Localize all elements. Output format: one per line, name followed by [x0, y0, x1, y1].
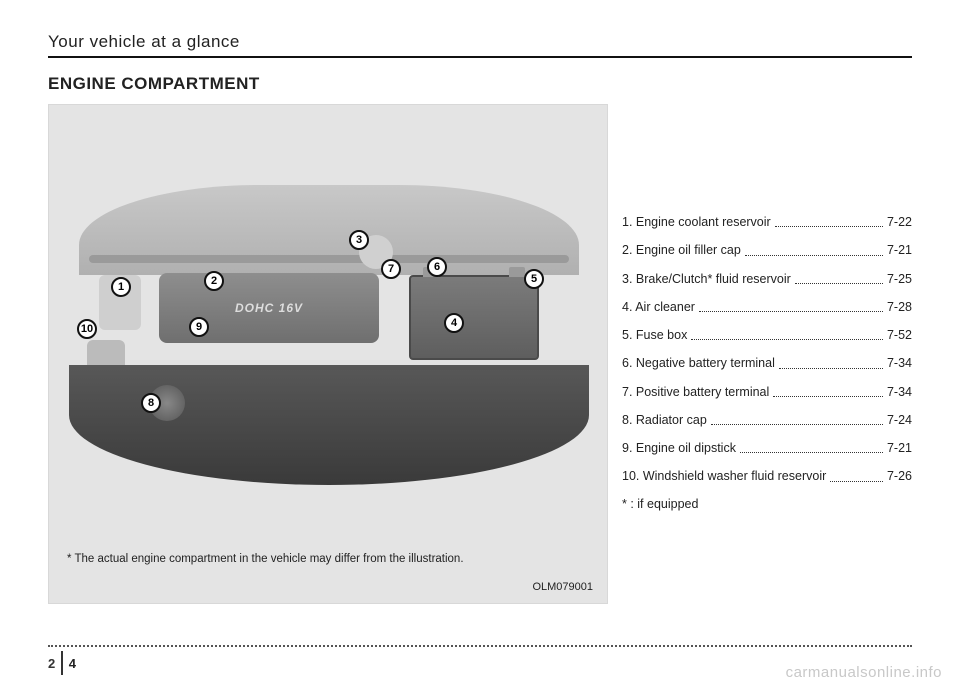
section-title: ENGINE COMPARTMENT — [48, 74, 912, 94]
figure-footnote: * The actual engine compartment in the v… — [67, 553, 464, 565]
list-item-page: 7-34 — [887, 384, 912, 400]
front-shroud-shape — [69, 365, 589, 485]
list-item-page: 7-26 — [887, 468, 912, 484]
parts-list: 1. Engine coolant reservoir 7-22 2. Engine… — [622, 104, 912, 604]
list-item-dots — [699, 299, 883, 312]
list-item-label: 4. Air cleaner — [622, 299, 695, 315]
content-area: DOHC 16V 12345678910 * The actual engine… — [48, 104, 912, 604]
list-item-dots — [795, 271, 883, 284]
callout-7: 7 — [381, 259, 401, 279]
battery-shape — [409, 275, 539, 360]
callout-10: 10 — [77, 319, 97, 339]
callout-8: 8 — [141, 393, 161, 413]
page-footer: 2 4 — [48, 645, 912, 675]
list-item-label: 10. Windshield washer fluid reservoir — [622, 468, 826, 484]
list-item-dots — [830, 468, 883, 481]
page-number: 2 4 — [48, 651, 912, 675]
list-item-page: 7-21 — [887, 242, 912, 258]
list-item-label: 3. Brake/Clutch* fluid reservoir — [622, 271, 791, 287]
callout-2: 2 — [204, 271, 224, 291]
callout-9: 9 — [189, 317, 209, 337]
page-in-chapter: 4 — [69, 656, 76, 671]
chapter-number: 2 — [48, 656, 55, 671]
list-item: 1. Engine coolant reservoir 7-22 — [622, 214, 912, 230]
page-header: Your vehicle at a glance — [48, 32, 912, 58]
list-item: 3. Brake/Clutch* fluid reservoir 7-25 — [622, 271, 912, 287]
engine-bay-illustration: DOHC 16V — [69, 205, 589, 475]
list-item-dots — [773, 384, 883, 397]
manual-page: Your vehicle at a glance ENGINE COMPARTM… — [0, 0, 960, 689]
list-item-label: 8. Radiator cap — [622, 412, 707, 428]
engine-figure: DOHC 16V 12345678910 * The actual engine… — [48, 104, 608, 604]
watermark-text: carmanualsonline.info — [786, 664, 942, 681]
list-item-dots — [711, 412, 883, 425]
figure-code: OLM079001 — [532, 581, 593, 593]
callout-3: 3 — [349, 230, 369, 250]
page-divider — [61, 651, 63, 675]
list-item: 4. Air cleaner 7-28 — [622, 299, 912, 315]
list-item: 9. Engine oil dipstick 7-21 — [622, 440, 912, 456]
list-item-label: 7. Positive battery terminal — [622, 384, 769, 400]
callout-1: 1 — [111, 277, 131, 297]
callout-4: 4 — [444, 313, 464, 333]
list-item: 10. Windshield washer fluid reservoir 7-2… — [622, 468, 912, 484]
list-item-dots — [779, 355, 883, 368]
callout-6: 6 — [427, 257, 447, 277]
list-item-page: 7-52 — [887, 327, 912, 343]
strut-bar-shape — [89, 255, 569, 263]
list-item: 2. Engine oil filler cap 7-21 — [622, 242, 912, 258]
list-item: 7. Positive battery terminal 7-34 — [622, 384, 912, 400]
callout-5: 5 — [524, 269, 544, 289]
list-item-page: 7-21 — [887, 440, 912, 456]
list-item-label: 6. Negative battery terminal — [622, 355, 775, 371]
list-item-label: 2. Engine oil filler cap — [622, 242, 741, 258]
list-item: 8. Radiator cap 7-24 — [622, 412, 912, 428]
list-item-label: 5. Fuse box — [622, 327, 687, 343]
list-footnote: * : if equipped — [622, 497, 912, 511]
list-item-label: 1. Engine coolant reservoir — [622, 214, 771, 230]
list-item-page: 7-34 — [887, 355, 912, 371]
list-item-page: 7-28 — [887, 299, 912, 315]
list-item-dots — [691, 327, 883, 340]
list-item-page: 7-24 — [887, 412, 912, 428]
list-item-dots — [745, 242, 883, 255]
list-item: 6. Negative battery terminal 7-34 — [622, 355, 912, 371]
list-item: 5. Fuse box 7-52 — [622, 327, 912, 343]
list-item-dots — [775, 214, 883, 227]
list-item-dots — [740, 440, 883, 453]
list-item-page: 7-22 — [887, 214, 912, 230]
list-item-label: 9. Engine oil dipstick — [622, 440, 736, 456]
list-item-page: 7-25 — [887, 271, 912, 287]
